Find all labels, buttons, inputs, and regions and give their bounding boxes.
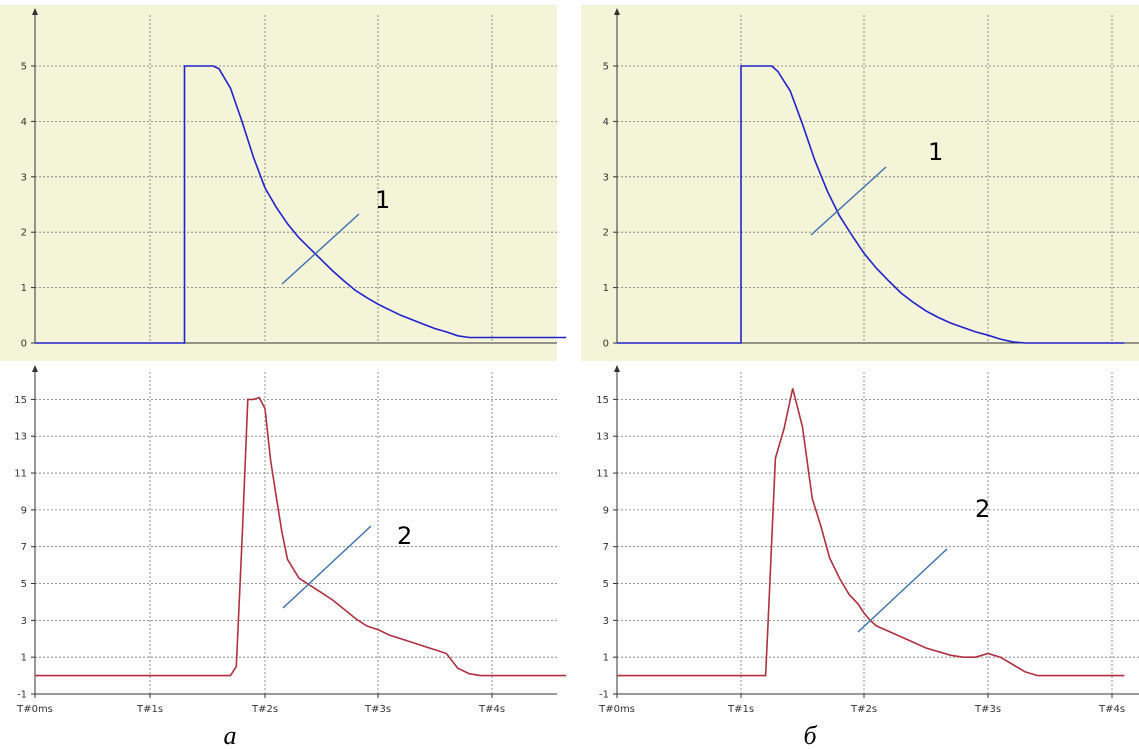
panel-b-upper-callout-line [810,166,887,236]
panel-b-lower-ytick-label: -1 [599,690,609,701]
panel-a-lower-ytick-label: 9 [21,505,27,516]
panel-a-lower-series-label: 2 [397,522,412,550]
panel-b-lower-ytick-label: 7 [603,542,609,553]
panel-b-lower-ytick-label: 11 [596,469,609,480]
panel-b-upper-series-line [617,65,1125,344]
panel-a-upper-ytick-label: 0 [21,339,27,350]
panel-a-lower-callout-line [282,525,372,609]
panel-b-upper-ytick-label: 0 [603,339,609,350]
panel-a-upper-series-label: 1 [375,186,390,214]
panel-b-upper-ytick-label: 2 [603,228,609,239]
panel-b-lower-series-label: 2 [975,495,990,523]
panel-b-upper-ytick-label: 4 [603,117,609,128]
panel-b-upper-ytick-label: 5 [603,62,609,73]
panel-b-lower-ytick-label: 5 [603,579,609,590]
panel-a-lower-y-axis-arrow [32,365,38,372]
panel-b-lower-xtick-label: T#1s [727,704,754,715]
panel-a-lower-ytick-label: 1 [21,653,27,664]
panel-a-lower-ytick-label: 15 [14,395,27,406]
panel-b-lower-xtick-label: T#0ms [598,704,635,715]
panel-b-upper-ytick-label: 3 [603,172,609,183]
panel-a-upper-ytick-label: 3 [21,172,27,183]
panel-b-lower-background [581,362,1139,698]
panel-b-lower-ytick-label: 13 [596,432,609,443]
panel-b-upper-y-axis-arrow [614,8,620,15]
panel-b-lower-xtick-label: T#3s [974,704,1001,715]
panel-a-lower-ytick-label: 11 [14,469,27,480]
panel-a-lower-xtick-label: T#1s [136,704,163,715]
panel-a-lower-ytick-label: 13 [14,432,27,443]
panel-b-lower-ytick-label: 9 [603,505,609,516]
panel-b-lower-xtick-label: T#4s [1098,704,1125,715]
panel-b-lower-callout-line [857,548,948,633]
panel-a-upper-ytick-label: 1 [21,283,27,294]
panel-b-upper-series-label: 1 [928,138,943,166]
panel-a-lower-ytick-label: 3 [21,616,27,627]
panel-a-lower-series-line [35,396,567,677]
panel-a-upper-y-axis-arrow [32,8,38,15]
panel-a-upper-background [0,5,557,361]
panel-a-upper-ytick-label: 5 [21,62,27,73]
panel-a-lower-ytick-label: 5 [21,579,27,590]
panel-a-lower-xtick-label: T#2s [251,704,278,715]
panel-a-upper-chart: 0 1 2 3 4 5 1 [0,5,567,361]
panel-b-lower-y-axis-arrow [614,365,620,372]
panel-a-lower-ytick-label: -1 [17,690,27,701]
panel-a-lower-xtick-label: T#3s [364,704,391,715]
panel-b-caption: б [803,721,817,749]
panel-a-upper-series-line [35,65,567,344]
panel-a-caption: а [224,721,237,749]
panel-a-lower-xtick-label: T#0ms [16,704,53,715]
panel-a-lower-xtick-label: T#4s [478,704,505,715]
panel-b-upper-background [581,5,1139,361]
panel-b-upper-chart: 0 1 2 3 4 5 1 [581,5,1139,361]
panel-a-lower-ytick-label: 7 [21,542,27,553]
panel-a-upper-callout-line [281,213,360,285]
panel-b-upper-ytick-label: 1 [603,283,609,294]
panel-b-lower-ytick-label: 3 [603,616,609,627]
panel-b-lower-ytick-label: 15 [596,395,609,406]
panel-a-upper-ytick-label: 2 [21,228,27,239]
panel-b-lower-ytick-label: 1 [603,653,609,664]
panel-b-lower-xtick-label: T#2s [850,704,877,715]
panel-a-upper-ytick-label: 4 [21,117,27,128]
panel-a-lower-background [0,362,557,698]
panel-b-lower-series-line [617,388,1125,677]
